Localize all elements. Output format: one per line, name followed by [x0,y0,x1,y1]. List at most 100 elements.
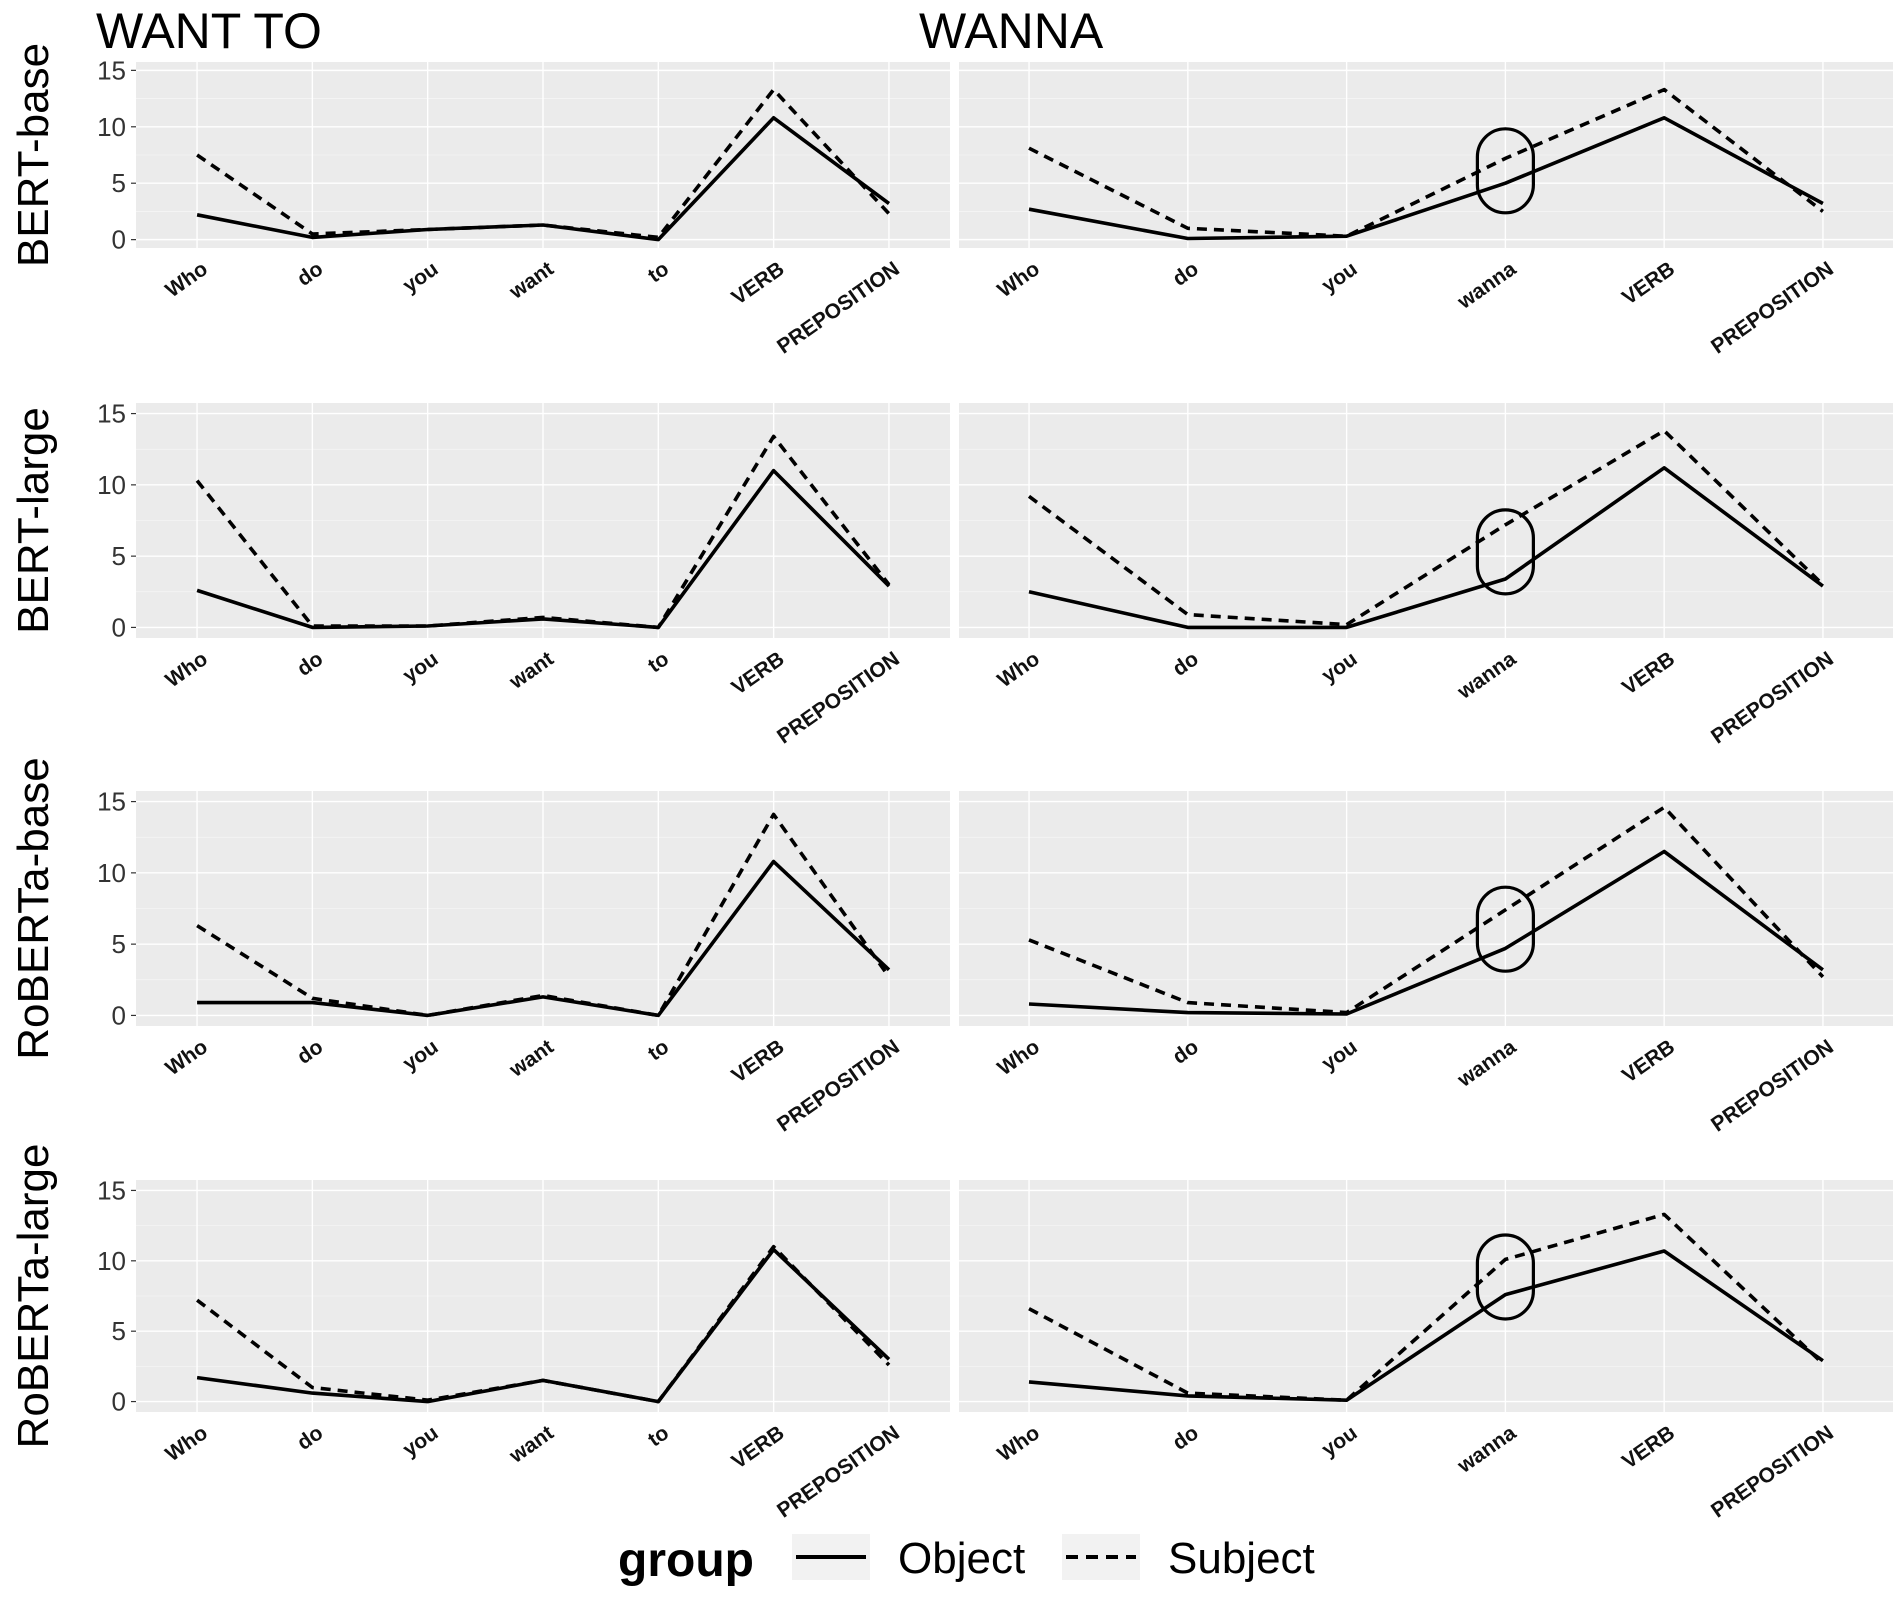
x-tick-label-verb: VERB [1618,647,1679,699]
y-tick-label: 0 [112,225,126,255]
x-tick-label-who: Who [161,257,211,302]
legend-label-subject: Subject [1168,1534,1315,1583]
x-tick-label-wanna: wanna [1453,647,1521,704]
x-tick-label-who: Who [993,647,1043,692]
x-tick-label-who: Who [161,1421,211,1466]
series-line-subject [196,812,891,1018]
x-tick-label-do: do [293,1421,327,1455]
x-tick-label-want: want [505,257,558,304]
highlight-oval-wanna [1475,1233,1535,1321]
x-tick-label-verb: VERB [728,1035,789,1087]
x-tick-label-do: do [1168,1035,1202,1069]
y-tick-label: 0 [112,612,126,642]
highlight-oval-wanna [1475,127,1535,215]
x-tick-label-to: to [644,647,673,677]
y-tick-label: 0 [112,1387,126,1417]
series-line-object [197,859,891,1018]
y-tick-label: 10 [97,1246,126,1276]
y-tick-label: 15 [97,55,126,85]
y-tick-label: 15 [97,399,126,429]
x-tick-label-preposition: PREPOSITION [773,257,904,358]
y-tick-label: 10 [97,470,126,500]
x-tick-label-do: do [1168,1421,1202,1455]
x-tick-label-do: do [1168,647,1202,681]
x-tick-label-who: Who [993,1421,1043,1466]
x-tick-label-do: do [293,257,327,291]
x-tick-label-verb: VERB [1618,1421,1679,1473]
series-line-object [1028,116,1824,241]
x-tick-label-verb: VERB [728,1421,789,1473]
x-tick-label-you: you [1318,1421,1362,1461]
highlight-oval-wanna [1475,508,1535,596]
y-tick-label: 15 [97,1175,126,1205]
y-tick-label: 0 [112,1000,126,1030]
y-tick-label: 5 [112,168,126,198]
x-tick-label-you: you [399,1035,443,1075]
series-line-subject [1028,805,1825,1015]
series-line-object [1028,849,1824,1016]
y-tick-label: 10 [97,858,126,888]
x-tick-label-want: want [505,1035,558,1082]
x-tick-label-wanna: wanna [1453,257,1521,314]
x-tick-label-you: you [1318,647,1362,687]
x-tick-label-you: you [1318,1035,1362,1075]
column-title-want-to: WANT TO [96,3,322,59]
x-tick-label-you: you [1318,257,1362,297]
x-tick-label-to: to [644,1035,673,1065]
series-line-subject [196,87,891,240]
row-title-roberta-base: RoBERTa-base [9,757,58,1059]
x-tick-label-to: to [644,1421,673,1451]
series-line-subject [1027,428,1825,627]
highlight-oval-wanna [1475,885,1535,973]
x-tick-label-verb: VERB [728,647,789,699]
panel-bert-base-wanna: Who do you wanna VERB PREPOSITION [959,62,1893,358]
legend-label-object: Object [898,1534,1025,1583]
y-tick-label: 10 [97,112,126,142]
x-tick-label-want: want [505,647,558,694]
series-line-subject [195,434,891,630]
series-line-subject [1028,1212,1825,1402]
legend-title: group [618,1534,754,1587]
y-tick-label: 15 [97,787,126,817]
panel-bert-large-wanna: Who do you wanna VERB PREPOSITION [959,403,1893,748]
series-line-object [1028,465,1824,630]
x-tick-label-do: do [1168,257,1202,291]
x-tick-label-you: you [399,647,443,687]
x-tick-label-who: Who [993,257,1043,302]
x-tick-label-you: you [399,1421,443,1461]
x-tick-label-preposition: PREPOSITION [773,1035,904,1136]
x-tick-label-want: want [505,1421,558,1468]
x-tick-label-verb: VERB [1618,1035,1679,1087]
panel-roberta-base-wanna: Who do you wanna VERB PREPOSITION [959,791,1893,1136]
x-tick-label-who: Who [993,1035,1043,1080]
row-title-roberta-large: RoBERTa-large [9,1144,58,1449]
x-tick-label-preposition: PREPOSITION [1707,257,1838,358]
x-tick-label-who: Who [161,1035,211,1080]
series-line-object [1028,1249,1824,1402]
column-title-wanna: WANNA [919,3,1104,59]
y-tick-label: 5 [112,1316,126,1346]
series-line-object [196,116,891,242]
x-tick-label-do: do [293,647,327,681]
x-tick-label-verb: VERB [1618,257,1679,309]
y-tick-label: 5 [112,929,126,959]
row-title-bert-base: BERT-base [9,43,58,267]
x-tick-label-verb: VERB [728,257,789,309]
x-tick-label-preposition: PREPOSITION [1707,1421,1838,1522]
panel-roberta-large-wanna: Who do you wanna VERB PREPOSITION [959,1180,1893,1522]
x-tick-label-do: do [293,1035,327,1069]
x-tick-label-wanna: wanna [1453,1421,1521,1478]
x-tick-label-preposition: PREPOSITION [1707,1035,1838,1136]
series-line-subject [196,1244,891,1404]
series-line-subject [1028,87,1824,238]
x-tick-label-to: to [644,257,673,287]
x-tick-label-who: Who [161,647,211,692]
x-tick-label-preposition: PREPOSITION [773,1421,904,1522]
x-tick-label-you: you [399,257,443,297]
x-tick-label-preposition: PREPOSITION [773,647,904,748]
